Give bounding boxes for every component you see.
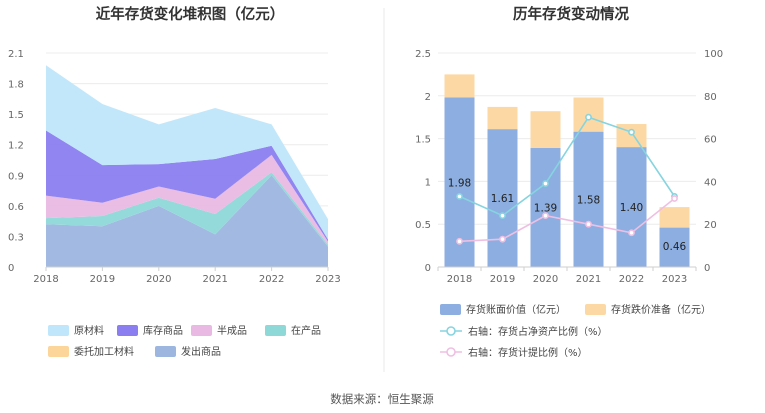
right-y2-tick-label: 60 [704, 135, 717, 146]
right-y-tick-label: 2.5 [415, 49, 431, 60]
left-area-layers [46, 65, 328, 267]
area-series-发出商品 [46, 175, 328, 267]
line-point [499, 235, 506, 243]
legend-label-库存商品: 库存商品 [143, 324, 183, 337]
right-x-tick-label: 2022 [619, 274, 644, 285]
legend-swatch-impairment [585, 304, 606, 315]
left-y-tick-label: 1.5 [8, 110, 24, 121]
legend-label-line: 右轴：存货占净资产比例（%） [468, 325, 608, 338]
right-legend: 存货账面价值（亿元） 存货跌价准备（亿元）右轴：存货占净资产比例（%） 右轴：存货计… [440, 303, 711, 359]
legend-label-半成品: 半成品 [217, 324, 247, 337]
legend-label-发出商品: 发出商品 [181, 345, 221, 358]
right-x-tick-label: 2018 [447, 274, 472, 285]
right-y2-tick-label: 20 [704, 220, 717, 231]
line-point [499, 212, 506, 220]
bar-book-value [487, 129, 518, 267]
left-y-tick-label: 0.3 [8, 232, 24, 243]
legend-label-在产品: 在产品 [291, 324, 321, 337]
right-grid [438, 52, 696, 268]
legend-swatch-委托加工材料 [48, 346, 69, 357]
area-series-库存商品 [46, 130, 328, 242]
right-y2-tick-label: 100 [704, 49, 723, 60]
right-y2-tick-label: 80 [704, 92, 717, 103]
legend-swatch-原材料 [48, 325, 69, 336]
bar-data-label: 1.61 [491, 193, 514, 205]
right-y2-tick-label: 0 [704, 263, 710, 274]
line-point [585, 220, 592, 228]
bar-data-label: 1.39 [534, 203, 557, 215]
legend-swatch-库存商品 [117, 325, 138, 336]
right-x-tick-label: 2020 [533, 274, 558, 285]
right-bars [444, 74, 690, 268]
right-y-tick-label: 0.5 [415, 220, 431, 231]
right-x-tick-label: 2021 [576, 274, 601, 285]
line-point [628, 128, 635, 136]
right-y2-tick-label: 40 [704, 177, 717, 188]
line-point [628, 229, 635, 237]
left-y-tick-label: 2.1 [8, 49, 24, 60]
legend-label-impairment: 存货跌价准备（亿元） [611, 303, 711, 316]
left-y-tick-label: 0 [8, 263, 14, 274]
bar-data-label: 1.98 [448, 177, 471, 189]
legend-label-line: 右轴：存货计提比例（%） [468, 346, 588, 359]
bar-impairment [659, 207, 690, 228]
line-右轴：存货计提比例（%） [459, 197, 675, 243]
right-chart-title: 历年存货变动情况 [513, 5, 629, 23]
line-point [542, 212, 549, 220]
right-y-tick-label: 1.5 [415, 135, 431, 146]
area-series-原材料 [46, 65, 328, 240]
left-axes: 0 0.3 0.6 0.9 1.2 1.5 1.8 2.1 2018 2019 2020 2021 20… [8, 49, 341, 285]
bar-impairment [444, 74, 475, 98]
area-series-在产品 [46, 172, 328, 247]
legend-line-marker [446, 347, 456, 357]
legend-swatch-发出商品 [155, 346, 176, 357]
bar-book-value [659, 227, 690, 267]
left-y-tick-label: 1.2 [8, 141, 24, 152]
left-y-tick-label: 0.6 [8, 202, 24, 213]
bar-data-label: 1.58 [577, 194, 600, 206]
legend-swatch-book-value [440, 304, 461, 315]
area-series-半成品 [46, 154, 328, 245]
legend-label-原材料: 原材料 [74, 324, 104, 337]
legend-swatch-在产品 [265, 325, 286, 336]
right-y-tick-label: 2 [425, 92, 431, 103]
left-x-tick-label: 2018 [33, 274, 58, 285]
line-point [542, 180, 549, 187]
legend-line-marker [446, 326, 456, 336]
legend-label-book-value: 存货账面价值（亿元） [466, 303, 566, 316]
line-point [456, 237, 463, 245]
bar-impairment [616, 124, 647, 148]
left-chart-title: 近年存货变化堆积图（亿元） [96, 5, 285, 23]
left-x-tick-label: 2021 [202, 274, 227, 285]
left-x-tick-label: 2019 [90, 274, 115, 285]
right-lines: 1.98 1.61 1.39 1.58 1.40 0.46 [448, 113, 687, 253]
bar-book-value [616, 147, 647, 267]
bar-data-label: 0.46 [663, 241, 687, 253]
left-y-tick-label: 1.8 [8, 80, 24, 91]
line-point [671, 195, 678, 202]
right-x-tick-label: 2019 [490, 274, 515, 285]
line-point [585, 113, 592, 121]
right-x-tick-label: 2023 [662, 274, 687, 285]
bar-data-label: 1.40 [620, 202, 643, 214]
bar-impairment [530, 111, 561, 149]
bar-book-value [573, 131, 604, 267]
left-x-tick-label: 2023 [315, 274, 340, 285]
line-右轴：存货占净资产比例（%） [459, 116, 676, 217]
right-y-tick-label: 0 [425, 263, 431, 274]
left-x-tick-label: 2022 [259, 274, 284, 285]
left-y-tick-label: 0.9 [8, 171, 24, 182]
data-source: 数据来源：恒生聚源 [330, 392, 434, 406]
legend-label-委托加工材料: 委托加工材料 [74, 345, 134, 358]
left-x-tick-label: 2020 [146, 274, 171, 285]
legend-swatch-半成品 [191, 325, 212, 336]
right-y-tick-label: 1 [425, 177, 431, 188]
right-axes: 0 0.5 1 1.5 2 2.5 0 20 40 60 80 100 2018 2019 2020 2021… [415, 49, 723, 285]
line-point [456, 192, 463, 200]
bar-impairment [487, 106, 518, 130]
